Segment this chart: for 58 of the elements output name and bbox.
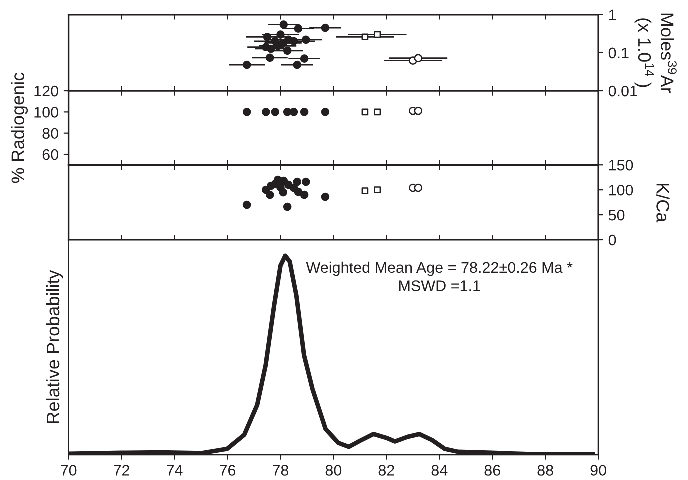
point [302,36,310,44]
x-tick-label: 90 [590,465,606,476]
x-tick-label: 84 [432,465,448,476]
y-axis-title: Relative Probability [46,270,64,424]
annotation: Weighted Mean Age = 78.22±0.26 Ma * [306,262,573,276]
point [266,54,274,62]
point [274,176,282,184]
point [293,60,302,70]
point [263,32,272,42]
point [293,178,302,186]
y-tick-label: 100 [609,184,634,196]
point [294,24,303,33]
point [362,188,369,194]
point [300,54,309,64]
y-tick-label: 100 [34,107,58,118]
x-tick-label: 82 [378,465,394,476]
y-axis-title: Moles$^{39}$Ar (x 1.0$^{14}$ ) [634,14,677,94]
point [242,60,252,70]
point [374,31,382,38]
x-tick-label: 74 [167,465,183,476]
point [274,42,282,50]
y-tick-label: 50 [608,210,625,221]
x-tick-label: 86 [484,465,500,476]
point [276,30,285,39]
point [283,202,292,212]
y-axis-title: K/Ca [656,184,670,223]
y-tick-label: 60 [42,149,58,160]
point [280,20,288,29]
y-tick-label: 0.01 [608,86,638,97]
point [302,178,310,186]
annotation: MSWD =1.1 [400,280,480,292]
point [321,192,330,202]
point [290,37,298,46]
x-tick-label: 72 [114,465,130,476]
x-tick-label: 76 [220,465,236,476]
point [262,186,270,194]
point [414,184,423,192]
point [300,190,309,200]
y-axis-title: % Radiogenic [11,72,28,184]
point [283,46,292,56]
point [374,186,382,194]
x-tick-label: 78 [272,465,289,476]
y-tick-label: 1 [609,10,616,20]
x-tick-label: 88 [538,465,554,476]
point [242,200,252,210]
point [290,184,298,192]
point [279,188,288,197]
y-tick-label: 150 [609,160,634,171]
point [414,54,423,63]
point [321,24,330,32]
x-tick-label: 80 [326,465,342,476]
point [262,43,270,52]
x-tick-label: 70 [61,465,77,476]
y-tick-label: 0.1 [608,48,629,59]
point [362,34,369,41]
y-tick-label: 80 [42,128,58,140]
y-tick-label: 120 [34,86,58,97]
y-tick-label: 0 [608,234,616,246]
